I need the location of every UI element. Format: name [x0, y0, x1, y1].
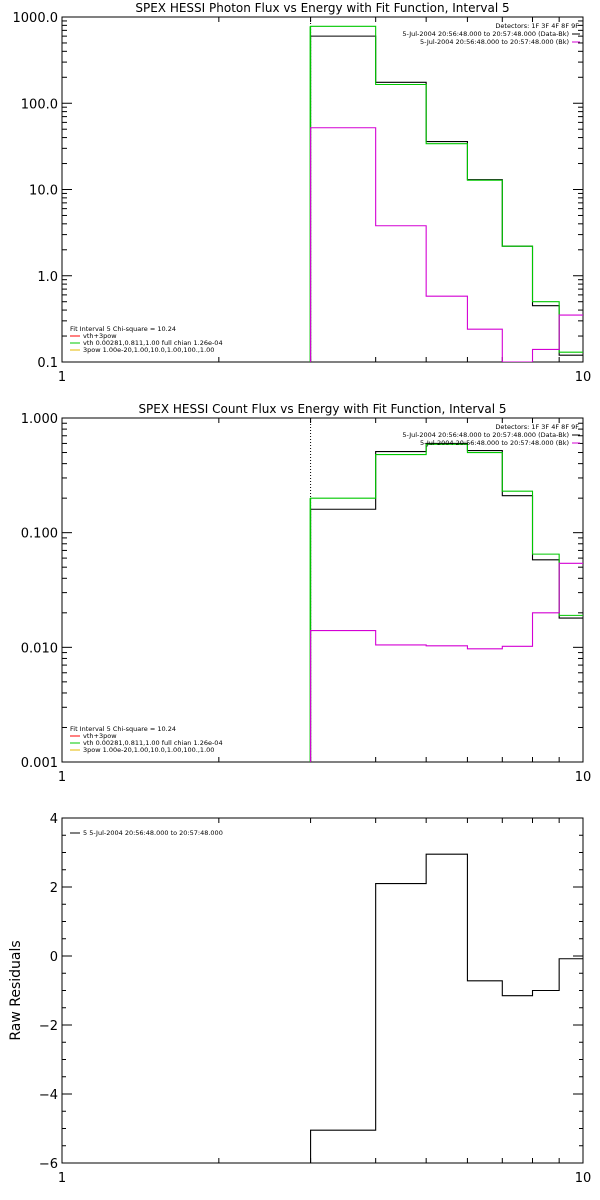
y-tick-label: 1000.0 — [13, 11, 59, 26]
legend-left-item: vth 0.00281,0.811,1.00 full chian 1.26e-… — [83, 339, 223, 347]
series-1-histogram — [310, 853, 583, 1163]
series-2-histogram — [310, 25, 583, 362]
x-tick-label: 1 — [58, 1171, 66, 1186]
chart-title: SPEX HESSI Photon Flux vs Energy with Fi… — [135, 1, 509, 15]
series-3-histogram — [310, 562, 583, 762]
panel-2: SPEX HESSI Count Flux vs Energy with Fit… — [21, 402, 591, 785]
legend-left-item: Fit Interval 5 Chi-square = 10.24 — [70, 725, 176, 733]
legend-left-item: 3pow 1.00e-20,1.00,10.0,1.00,100.,1.00 — [83, 346, 214, 354]
y-tick-label: 2 — [50, 881, 58, 896]
y-tick-label: −4 — [39, 1088, 58, 1103]
y-tick-label: 100.0 — [21, 97, 58, 112]
legend-left-item: vth+3pow — [83, 332, 117, 340]
legend-right-item: 5-Jul-2004 20:56:48.000 to 20:57:48.000 … — [420, 38, 569, 46]
series-1-histogram — [310, 35, 583, 362]
y-tick-label: 0.100 — [21, 527, 58, 542]
y-tick-label: 0 — [50, 950, 58, 965]
legend-right-item: 5-Jul-2004 20:56:48.000 to 20:57:48.000 … — [402, 30, 569, 38]
x-tick-label: 1 — [58, 370, 66, 385]
panel-3: Raw Residuals 1 10 4 2 0 −2 −4 −6 5 5-Jul-2004 20… — [8, 812, 591, 1186]
y-tick-label: 1.0 — [37, 270, 58, 285]
series-3-histogram — [310, 127, 583, 362]
y-tick-label: 4 — [50, 812, 58, 827]
x-tick-label: 10 — [575, 770, 592, 785]
y-tick-label: −6 — [39, 1157, 58, 1172]
legend-left-item: 3pow 1.00e-20,1.00,10.0,1.00,100.,1.00 — [83, 746, 214, 754]
y-tick-label: 1.000 — [21, 412, 58, 427]
legend-left-item: vth 0.00281,0.811,1.00 full chian 1.26e-… — [83, 739, 223, 747]
panel-1: SPEX HESSI Photon Flux vs Energy with Fi… — [13, 1, 592, 385]
x-tick-label: 10 — [575, 370, 592, 385]
legend-left-item: vth+3pow — [83, 732, 117, 740]
series-2-histogram — [310, 443, 583, 762]
legend-left-item: 5 5-Jul-2004 20:56:48.000 to 20:57:48.00… — [83, 829, 223, 837]
legend-right-item: Detectors: 1F 3F 4F 8F 9F — [495, 22, 579, 30]
y-tick-label: 0.001 — [21, 756, 58, 771]
legend-left-item: Fit Interval 5 Chi-square = 10.24 — [70, 325, 176, 333]
plot-frame — [61, 417, 584, 763]
y-axis-label: Raw Residuals — [8, 940, 24, 1040]
chart-title: SPEX HESSI Count Flux vs Energy with Fit… — [138, 402, 506, 416]
series-1-histogram — [310, 442, 583, 762]
y-tick-label: 0.1 — [37, 356, 58, 371]
y-tick-label: 10.0 — [29, 184, 58, 199]
plot-frame — [61, 16, 584, 363]
x-tick-label: 10 — [575, 1171, 592, 1186]
y-tick-label: 0.010 — [21, 641, 58, 656]
x-tick-label: 1 — [58, 770, 66, 785]
legend-right-item: Detectors: 1F 3F 4F 8F 9F — [495, 423, 579, 431]
legend-right-item: 5-Jul-2004 20:56:48.000 to 20:57:48.000 … — [402, 431, 569, 439]
plot-frame — [61, 817, 584, 1164]
y-tick-label: −2 — [39, 1019, 58, 1034]
legend-right-item: 5-Jul-2004 20:56:48.000 to 20:57:48.000 … — [420, 439, 569, 447]
